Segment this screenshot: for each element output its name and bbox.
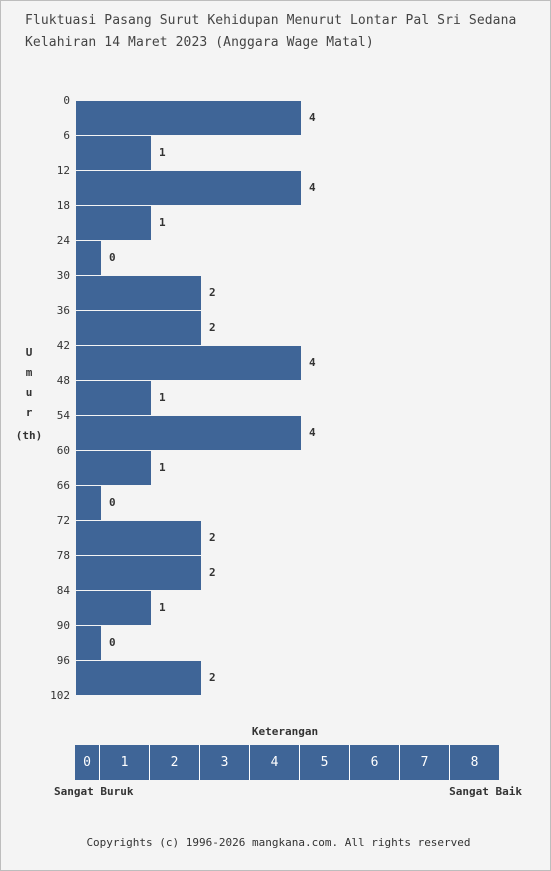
y-tick-label: 96	[57, 654, 70, 667]
bar-value-label: 4	[309, 111, 316, 124]
bar	[76, 206, 151, 240]
bar-value-label: 4	[309, 356, 316, 369]
y-tick-label: 66	[57, 479, 70, 492]
bar-value-label: 1	[159, 461, 166, 474]
bar	[76, 346, 301, 380]
bar	[76, 311, 201, 345]
y-tick-label: 84	[57, 584, 71, 597]
y-tick-label: 78	[57, 549, 70, 562]
y-axis-label-letter: m	[25, 366, 33, 379]
y-tick-label: 90	[57, 619, 70, 632]
y-axis-label-unit: (th)	[15, 429, 43, 442]
bar	[76, 626, 101, 660]
y-tick-label: 54	[57, 409, 71, 422]
y-tick-label: 12	[57, 164, 70, 177]
y-axis-label-letter: U	[25, 346, 33, 359]
bar	[76, 241, 101, 275]
legend-scale-cell: 2	[150, 745, 200, 780]
bar-value-label: 1	[159, 146, 166, 159]
bar-value-label: 0	[109, 496, 116, 509]
bar-value-label: 1	[159, 216, 166, 229]
legend-scale-cell: 5	[300, 745, 350, 780]
bar-chart: 0612182430364248546066727884909610241410…	[50, 94, 316, 702]
legend-scale: 0 1 2 3 4 5 6 7 8	[75, 745, 499, 780]
y-axis-label-letter: r	[25, 406, 33, 419]
bar	[76, 661, 201, 695]
y-tick-label: 60	[57, 444, 70, 457]
chart-title-line-1: Fluktuasi Pasang Surut Kehidupan Menurut…	[25, 13, 517, 28]
y-tick-label: 0	[63, 94, 70, 107]
y-tick-label: 18	[57, 199, 70, 212]
bar-value-label: 2	[209, 566, 216, 579]
y-tick-label: 72	[57, 514, 70, 527]
legend-scale-cell: 7	[400, 745, 450, 780]
copyright-footer: Copyrights (c) 1996-2026 mangkana.com. A…	[86, 836, 471, 849]
y-tick-label: 102	[50, 689, 70, 702]
legend-scale-cell: 1	[100, 745, 150, 780]
bar-value-label: 2	[209, 286, 216, 299]
bar	[76, 171, 301, 205]
chart-title-line-2: Kelahiran 14 Maret 2023 (Anggara Wage Ma…	[25, 35, 374, 50]
bar-value-label: 4	[309, 426, 316, 439]
legend-scale-cell: 3	[200, 745, 250, 780]
bar	[76, 591, 151, 625]
y-tick-label: 42	[57, 339, 70, 352]
legend-low-label: Sangat Buruk	[54, 785, 134, 798]
bar-value-label: 4	[309, 181, 316, 194]
bar-value-label: 2	[209, 321, 216, 334]
bar-value-label: 1	[159, 391, 166, 404]
bar-value-label: 2	[209, 531, 216, 544]
legend-high-label: Sangat Baik	[449, 785, 522, 798]
bar	[76, 451, 151, 485]
bar	[76, 136, 151, 170]
legend-scale-cell: 6	[350, 745, 400, 780]
bar	[76, 276, 201, 310]
legend-scale-cell: 8	[450, 745, 499, 780]
bar-value-label: 2	[209, 671, 216, 684]
bar	[76, 486, 101, 520]
bar	[76, 101, 301, 135]
bar	[76, 416, 301, 450]
bar-value-label: 1	[159, 601, 166, 614]
y-tick-label: 24	[57, 234, 71, 247]
legend-scale-cell: 0	[75, 745, 100, 780]
bar-value-label: 0	[109, 251, 116, 264]
bar	[76, 556, 201, 590]
y-tick-label: 6	[63, 129, 70, 142]
bar	[76, 521, 201, 555]
legend-title: Keterangan	[251, 725, 319, 738]
legend-scale-cell: 4	[250, 745, 300, 780]
y-tick-label: 36	[57, 304, 70, 317]
y-tick-label: 30	[57, 269, 70, 282]
bar-value-label: 0	[109, 636, 116, 649]
y-axis-label: U m u r (th)	[14, 343, 44, 442]
bar	[76, 381, 151, 415]
y-tick-label: 48	[57, 374, 70, 387]
y-axis-label-letter: u	[25, 386, 33, 399]
